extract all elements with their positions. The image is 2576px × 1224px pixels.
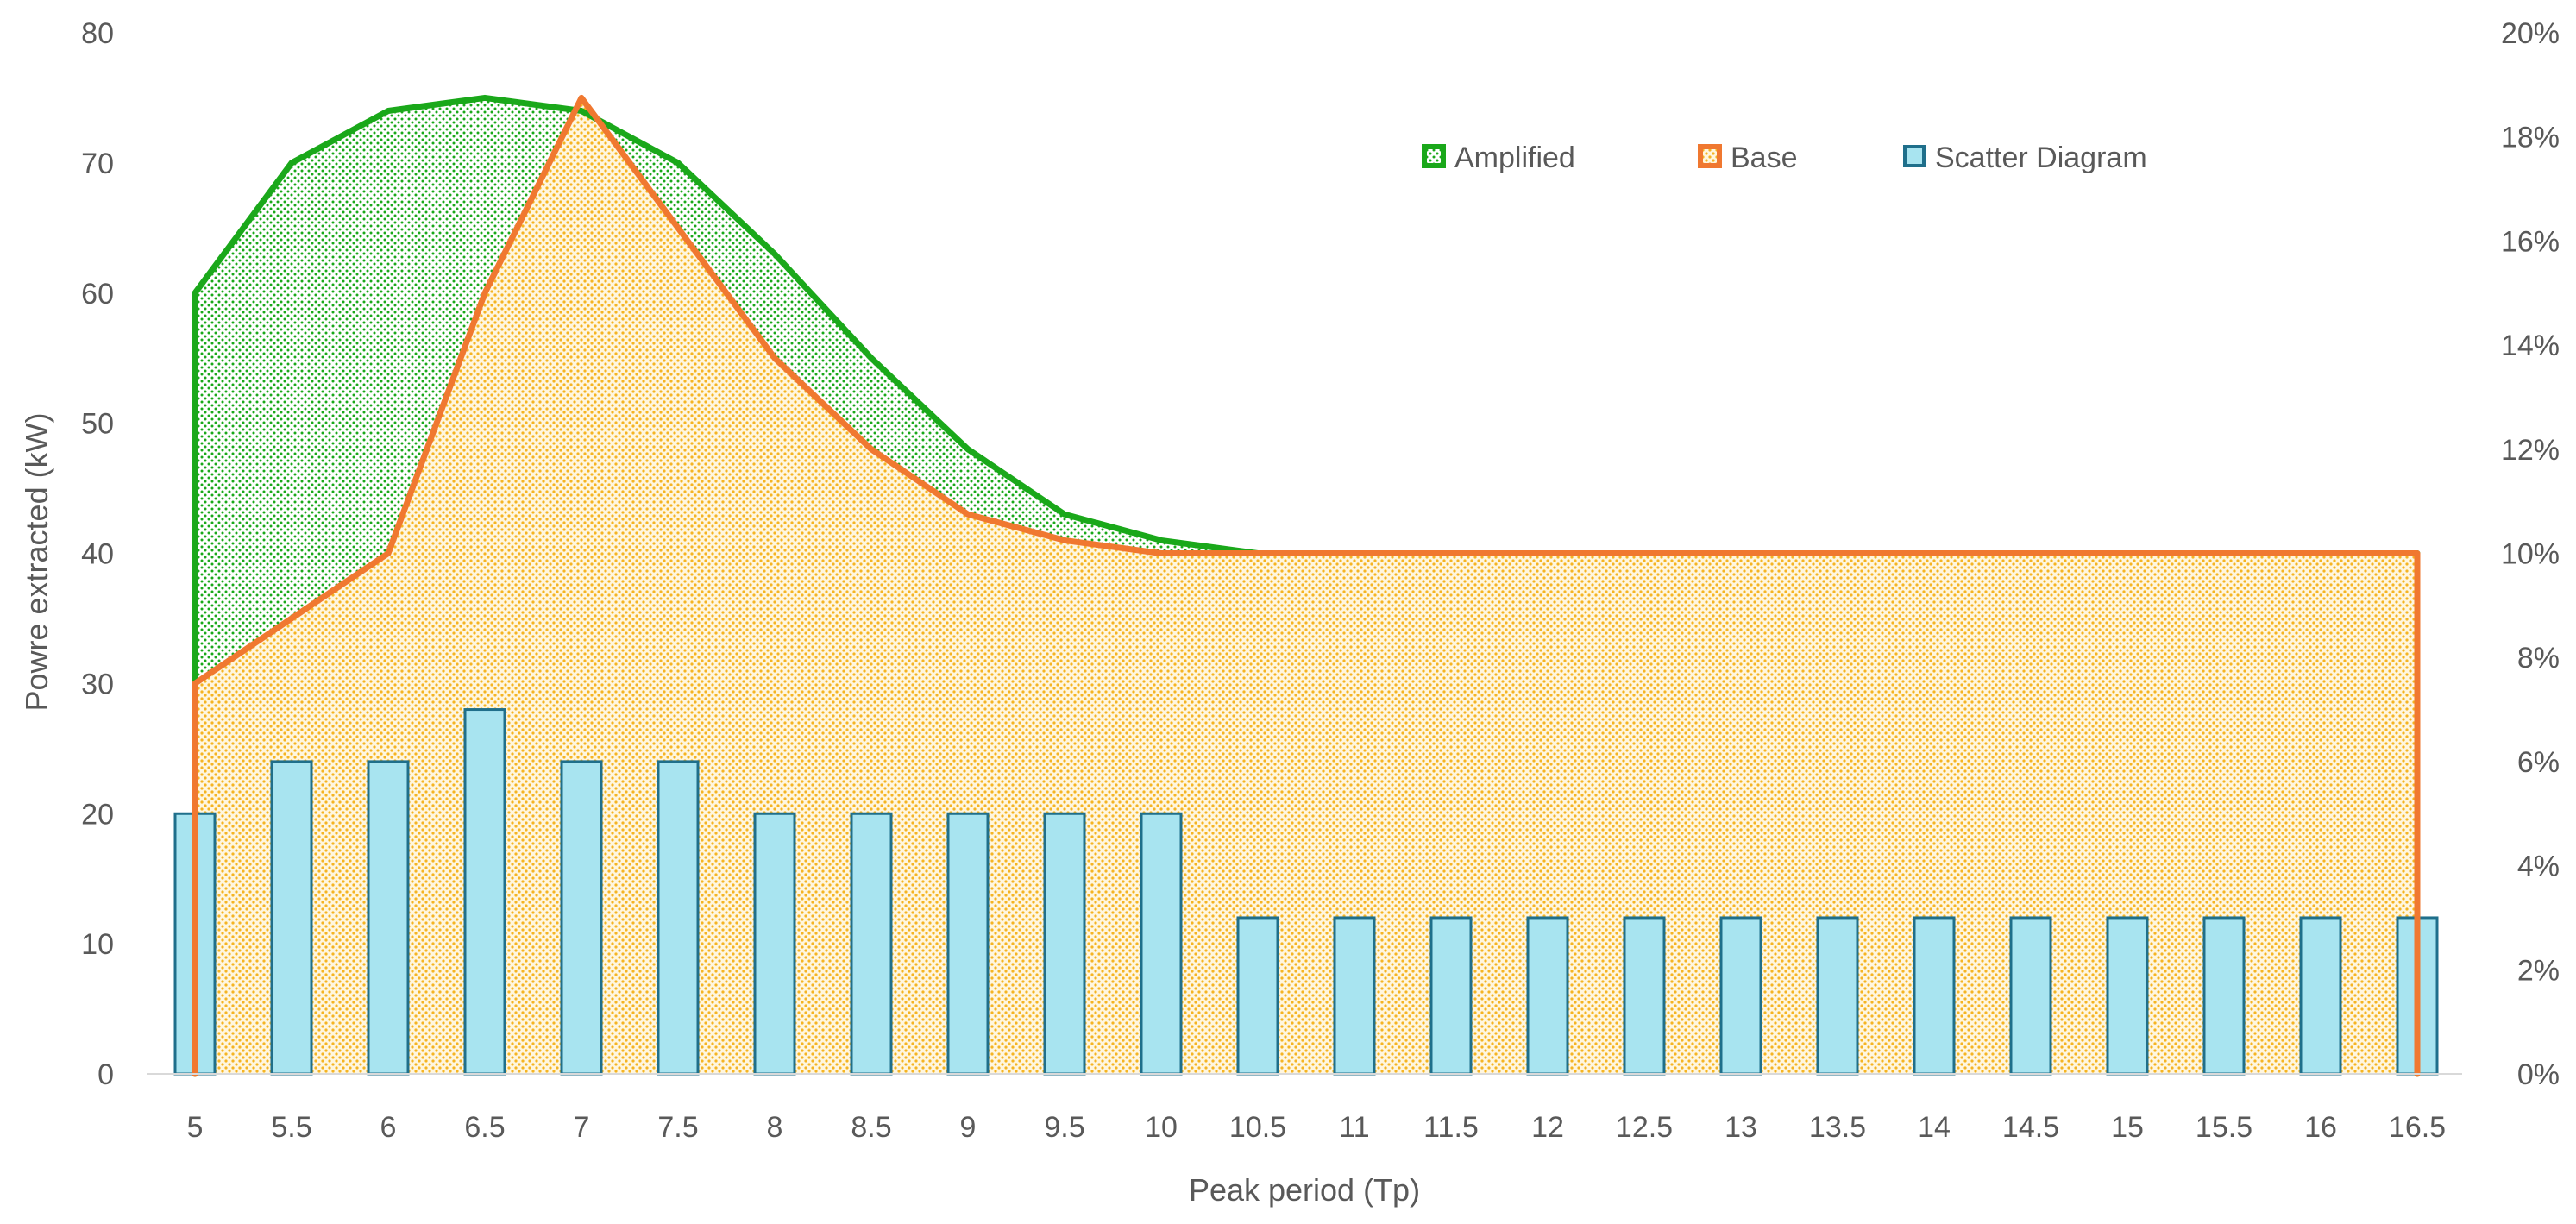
y-tick-label-60: 60 bbox=[81, 278, 114, 311]
x-tick-label-16-5: 16.5 bbox=[2389, 1111, 2446, 1144]
x-tick-label-13: 13 bbox=[1725, 1111, 1757, 1144]
bar-scatter-diagram-11-5 bbox=[1429, 916, 1473, 1076]
legend-item-amplified: Amplified bbox=[1422, 141, 1575, 174]
y-tick-label-80: 80 bbox=[81, 17, 114, 50]
y2-tick-label-8: 8% bbox=[2517, 642, 2560, 675]
y2-tick-label-2: 2% bbox=[2517, 954, 2560, 987]
y2-tick-label-0: 0% bbox=[2517, 1058, 2560, 1091]
bar-scatter-diagram-14-5 bbox=[2009, 916, 2052, 1076]
bar-scatter-diagram-8-5 bbox=[850, 812, 893, 1076]
y-axis-left: 0 10 20 30 40 50 60 70 80 bbox=[81, 17, 114, 1091]
x-tick-label-14-5: 14.5 bbox=[2002, 1111, 2059, 1144]
x-tick-label-7-5: 7.5 bbox=[657, 1111, 698, 1144]
y-tick-label-20: 20 bbox=[81, 798, 114, 831]
x-tick-label-5: 5 bbox=[187, 1111, 204, 1144]
x-tick-label-6: 6 bbox=[380, 1111, 397, 1144]
x-tick-label-15-5: 15.5 bbox=[2196, 1111, 2252, 1144]
legend-label-amplified: Amplified bbox=[1454, 141, 1575, 174]
legend-label-scatter-diagram: Scatter Diagram bbox=[1935, 141, 2147, 174]
y2-tick-label-6: 6% bbox=[2517, 746, 2560, 779]
x-tick-label-7: 7 bbox=[574, 1111, 590, 1144]
x-tick-label-10: 10 bbox=[1145, 1111, 1178, 1144]
x-tick-label-9: 9 bbox=[960, 1111, 977, 1144]
y-axis-right: 0% 2% 4% 6% 8% 10% 12% 14% 16% 18% 20% bbox=[2501, 17, 2560, 1091]
legend-item-base: Base bbox=[1698, 141, 1798, 174]
y2-tick-label-20: 20% bbox=[2501, 17, 2560, 50]
x-tick-label-15: 15 bbox=[2111, 1111, 2144, 1144]
legend: Amplified Base Scatter Diagram bbox=[1422, 141, 2147, 174]
bar-scatter-diagram-13-5 bbox=[1816, 916, 1859, 1076]
bar-scatter-diagram-6-5 bbox=[463, 708, 506, 1076]
x-tick-label-11-5: 11.5 bbox=[1423, 1111, 1479, 1144]
bar-scatter-diagram-13 bbox=[1719, 916, 1762, 1076]
legend-item-scatter-diagram: Scatter Diagram bbox=[1903, 141, 2147, 174]
bar-scatter-diagram-7 bbox=[560, 760, 603, 1076]
x-tick-label-11: 11 bbox=[1339, 1111, 1369, 1144]
line-layer bbox=[192, 94, 2421, 1077]
y-tick-label-40: 40 bbox=[81, 538, 114, 571]
bar-scatter-diagram-9 bbox=[946, 812, 990, 1076]
bar-scatter-diagram-14 bbox=[1913, 916, 1956, 1076]
legend-label-base: Base bbox=[1731, 141, 1798, 174]
x-axis-title: Peak period (Tp) bbox=[1189, 1172, 1420, 1208]
bar-scatter-diagram-6 bbox=[367, 760, 410, 1076]
x-axis: 5 5.5 6 6.5 7 7.5 8 8.5 9 9.5 10 10.5 11 11.5 12 12.5 13… bbox=[187, 1111, 2447, 1144]
legend-swatch-base bbox=[1698, 144, 1722, 168]
x-tick-label-8-5: 8.5 bbox=[851, 1111, 891, 1144]
y-tick-label-10: 10 bbox=[81, 928, 114, 961]
bar-scatter-diagram-15-5 bbox=[2202, 916, 2246, 1076]
bar-scatter-diagram-16 bbox=[2299, 916, 2342, 1076]
legend-swatch-scatter-diagram bbox=[1903, 145, 1926, 167]
bar-scatter-diagram-8 bbox=[753, 812, 796, 1076]
y2-tick-label-14: 14% bbox=[2501, 330, 2560, 362]
x-tick-label-6-5: 6.5 bbox=[464, 1111, 505, 1144]
y2-tick-label-18: 18% bbox=[2501, 122, 2560, 154]
bar-scatter-diagram-15 bbox=[2106, 916, 2149, 1076]
area-base bbox=[195, 97, 2417, 1074]
bar-scatter-diagram-12-5 bbox=[1623, 916, 1666, 1076]
bar-scatter-diagram-7-5 bbox=[657, 760, 700, 1076]
y-axis-title: Powre extracted (kW) bbox=[19, 412, 54, 711]
y2-tick-label-12: 12% bbox=[2501, 434, 2560, 467]
x-tick-label-9-5: 9.5 bbox=[1044, 1111, 1084, 1144]
x-tick-label-16: 16 bbox=[2304, 1111, 2337, 1144]
x-tick-label-12: 12 bbox=[1531, 1111, 1564, 1144]
x-tick-label-8: 8 bbox=[767, 1111, 783, 1144]
bar-scatter-diagram-10 bbox=[1140, 812, 1183, 1076]
x-tick-label-13-5: 13.5 bbox=[1809, 1111, 1866, 1144]
y2-tick-label-10: 10% bbox=[2501, 538, 2560, 571]
bar-scatter-diagram-11 bbox=[1333, 916, 1376, 1076]
x-tick-label-12-5: 12.5 bbox=[1616, 1111, 1673, 1144]
bar-scatter-diagram-9-5 bbox=[1043, 812, 1086, 1076]
x-tick-label-5-5: 5.5 bbox=[271, 1111, 311, 1144]
bar-scatter-diagram-5-5 bbox=[270, 760, 313, 1076]
y-tick-label-50: 50 bbox=[81, 408, 114, 441]
legend-swatch-amplified bbox=[1422, 144, 1446, 168]
y2-tick-label-4: 4% bbox=[2517, 851, 2560, 883]
y-tick-label-70: 70 bbox=[81, 148, 114, 180]
bar-scatter-diagram-10-5 bbox=[1236, 916, 1279, 1076]
bar-scatter-diagram-12 bbox=[1526, 916, 1569, 1076]
y-tick-label-0: 0 bbox=[97, 1058, 114, 1091]
y2-tick-label-16: 16% bbox=[2501, 225, 2560, 258]
line-base bbox=[192, 94, 2421, 1077]
y-tick-label-30: 30 bbox=[81, 668, 114, 700]
area-layer bbox=[195, 97, 2417, 1074]
x-tick-label-14: 14 bbox=[1918, 1111, 1951, 1144]
x-tick-label-10-5: 10.5 bbox=[1229, 1111, 1286, 1144]
